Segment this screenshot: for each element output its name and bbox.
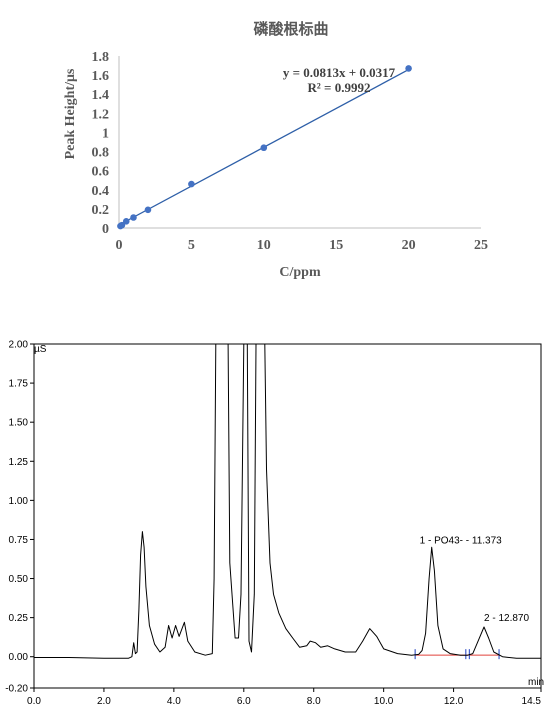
axes [118, 56, 481, 229]
y-tick-label: 0.6 [92, 165, 110, 180]
y-tick-label: 0.4 [92, 184, 110, 199]
x-tick-label: 10 [257, 238, 271, 253]
y-axis-title: Peak Height/μs [63, 68, 78, 159]
data-point [188, 180, 195, 188]
x-tick-label: 12.0 [444, 696, 464, 707]
x-tick-label: 0.0 [27, 696, 41, 707]
x-tick-label: 15 [329, 238, 343, 253]
data-point [130, 214, 137, 221]
y-tick-label: 1.25 [9, 457, 29, 468]
y-tick-label: 0.00 [9, 652, 29, 663]
x-tick-label: 2.0 [97, 696, 111, 707]
x-tick-label: 0 [116, 238, 123, 253]
x-tick-label: 8.0 [307, 696, 321, 707]
y-tick-label: 1.2 [92, 107, 110, 122]
x-tick-label: 25 [474, 238, 488, 253]
y-tick-label: -0.20 [5, 684, 28, 695]
y-tick-label: 0.8 [92, 146, 110, 161]
x-tick-label: 10.0 [374, 696, 394, 707]
data-point [122, 218, 130, 225]
y-tick-label: 1.00 [9, 496, 29, 507]
plot-border [33, 343, 542, 689]
x-unit-label: min [528, 677, 544, 688]
x-tick-label: 6.0 [237, 696, 251, 707]
signal-trace [34, 343, 541, 659]
data-point [260, 144, 268, 152]
y-tick-labels: 0 0.2 0.4 0.6 0.8 1 1.2 1.4 1.6 1.8 [92, 50, 110, 237]
chromatogram: -0.20 0.00 0.25 0.50 0.75 1.00 1.25 1.50 1.75 2.0… [5, 340, 544, 708]
data-point [144, 206, 152, 214]
peak-label-1: 1 - PO43- - 11.373 [420, 535, 503, 546]
y-tick-label: 0.75 [9, 535, 29, 546]
y-tick-label: 2.00 [9, 340, 29, 351]
y-tick-label: 1.50 [9, 418, 29, 429]
y-tick-label: 0.2 [92, 203, 110, 218]
r-squared: R² = 0.9992 [308, 80, 371, 95]
y-tick-label: 1.8 [92, 50, 110, 65]
trendline-equation: y = 0.0813x + 0.0317 [283, 65, 396, 80]
y-tick-label: 0 [102, 222, 109, 237]
y-tick-label: 1 [102, 126, 109, 141]
data-point [118, 221, 126, 229]
y-tick-label: 1.4 [92, 88, 110, 103]
x-tick-labels: 0.0 2.0 4.0 6.0 8.0 10.0 12.0 14.5 [27, 688, 542, 707]
x-tick-labels: 0 5 10 15 20 25 [116, 238, 489, 253]
peak-label-2: 2 - 12.870 [484, 613, 529, 624]
data-points [117, 65, 412, 230]
y-tick-label: 1.75 [9, 379, 29, 390]
y-unit-label: µS [34, 344, 47, 355]
y-tick-labels: -0.20 0.00 0.25 0.50 0.75 1.00 1.25 1.50 1.75 2.0… [5, 340, 34, 695]
x-tick-label: 14.5 [522, 696, 542, 707]
plot-frame [33, 343, 542, 689]
chart-title: 磷酸根标曲 [253, 20, 328, 38]
y-tick-label: 0.50 [9, 574, 29, 585]
y-tick-label: 1.6 [92, 69, 110, 84]
data-point [405, 65, 412, 72]
x-tick-label: 4.0 [167, 696, 181, 707]
x-axis-title: C/ppm [279, 265, 321, 280]
x-tick-label: 5 [188, 238, 195, 253]
calibration-chart: 磷酸根标曲 0 0.2 0.4 0.6 0.8 1 1.2 1.4 1.6 1.8 0 5 10 15 2… [63, 20, 489, 280]
y-tick-label: 0.25 [9, 613, 29, 624]
x-tick-label: 20 [402, 238, 416, 253]
